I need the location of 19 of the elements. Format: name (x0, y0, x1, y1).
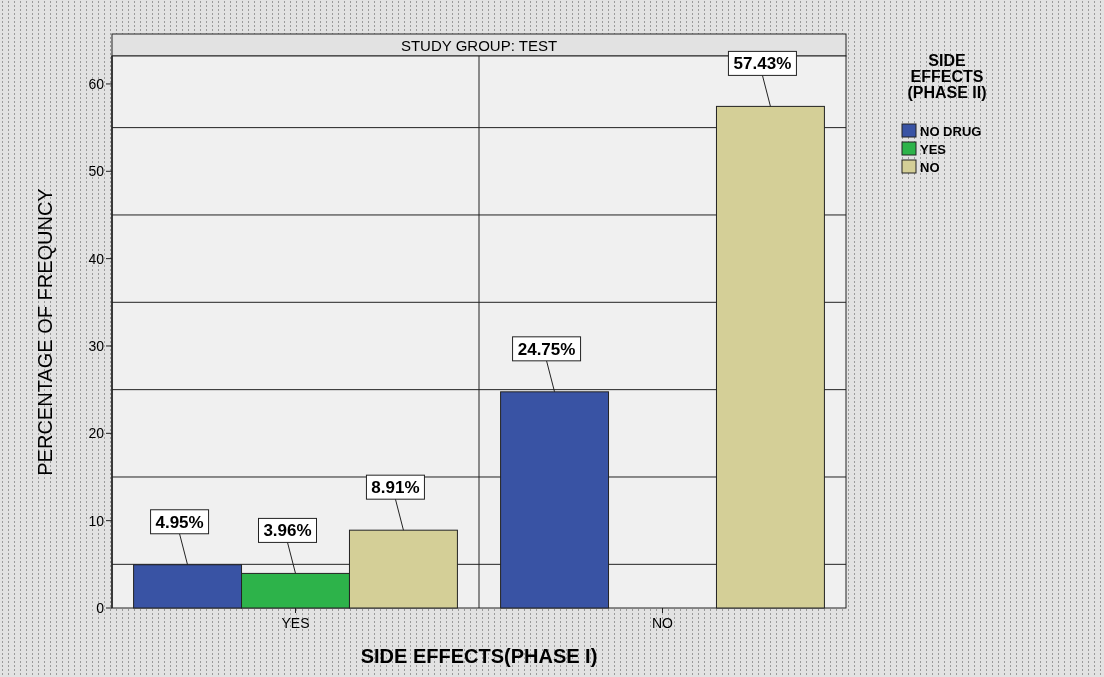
legend-label: YES (920, 142, 947, 157)
y-tick-label: 20 (88, 425, 105, 442)
data-label: 24.75% (517, 339, 576, 359)
data-label: 8.91% (371, 478, 420, 498)
y-tick-label: 50 (88, 163, 105, 180)
x-axis-title: SIDE EFFECTS(PHASE I) (360, 645, 598, 667)
legend-title: SIDE EFFECTS (PHASE II) (907, 52, 987, 101)
data-label: 4.95% (155, 512, 204, 532)
data-label: 57.43% (733, 54, 792, 74)
y-tick-label: 30 (88, 337, 105, 354)
legend-label: NO (920, 160, 940, 175)
legend-label: NO DRUG (920, 124, 982, 139)
y-tick-label: 10 (88, 512, 105, 529)
data-label: 3.96% (263, 521, 312, 541)
chart-title: STUDY GROUP: TEST (400, 37, 558, 54)
y-tick-label: 60 (88, 75, 105, 92)
y-tick-label: 0 (96, 600, 105, 616)
y-axis-title: PERCENTAGE OF FREQUNCY (34, 188, 56, 476)
y-tick-label: 40 (88, 250, 105, 267)
